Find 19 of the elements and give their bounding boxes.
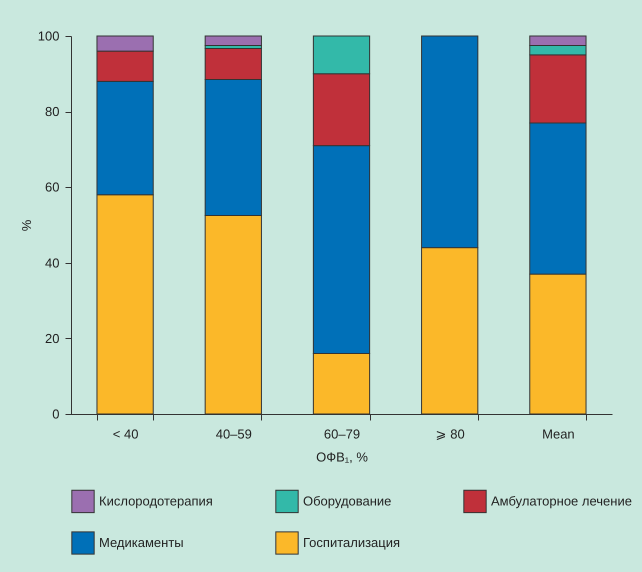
x-tick-label: 40–59 [216, 426, 252, 442]
y-tick-label: 100 [38, 28, 60, 44]
y-tick-label: 80 [45, 104, 60, 120]
legend-label: Амбулаторное лечение [491, 493, 632, 508]
y-tick-label: 20 [45, 330, 60, 346]
bar [204, 36, 262, 46]
y-axis-title: % [18, 219, 34, 232]
x-tick-label: < 40 [112, 426, 138, 442]
y-tick-label: 0 [52, 406, 60, 422]
y-tick-label: 40 [45, 255, 60, 270]
y-tick-label: 60 [45, 180, 60, 195]
legend-label: Оборудование [303, 493, 392, 508]
x-tick-label: ⩾ 80 [436, 426, 465, 442]
legend-label: Медикаменты [99, 535, 184, 550]
x-tick-label: Mean [542, 426, 575, 442]
legend-label: Кислородотерапия [99, 493, 213, 508]
legend-label: Госпитализация [303, 535, 400, 550]
x-tick-label: 60–79 [324, 426, 360, 442]
x-axis-title: ОФВ₁, % [316, 450, 368, 464]
